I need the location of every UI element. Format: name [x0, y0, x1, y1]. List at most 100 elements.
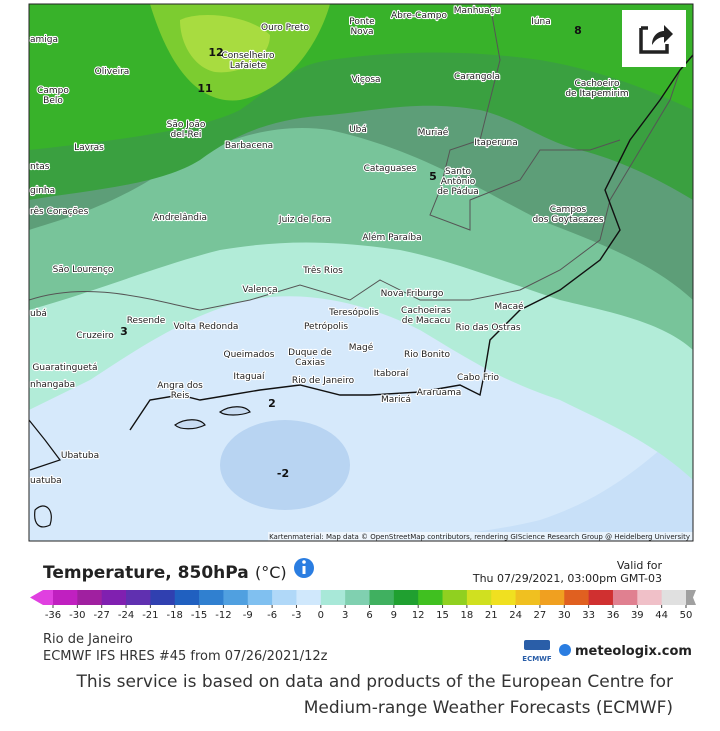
ecmwf-logo-text: ECMWF: [522, 655, 552, 663]
colorbar-cell: [272, 590, 297, 605]
disclaimer: This service is based on data and produc…: [75, 672, 673, 692]
city-label: Campo: [37, 86, 69, 96]
city-label: uatuba: [30, 476, 62, 486]
city-label: Rio das Ostras: [455, 323, 520, 333]
colorbar-cell: [686, 590, 696, 605]
city-label: Belo: [43, 96, 63, 106]
colorbar-cell: [30, 590, 53, 605]
city-label: de Macacu: [402, 316, 451, 326]
share-arrow[interactable]: [652, 25, 673, 45]
city-label: Macaé: [494, 301, 524, 312]
city-label: Itaperuna: [474, 138, 518, 148]
city-label: Viçosa: [351, 75, 380, 85]
city-label: amiga: [30, 35, 58, 45]
city-label: Ponte: [349, 17, 375, 27]
share-button[interactable]: [622, 10, 686, 67]
city-label: Barbacena: [225, 141, 273, 151]
city-label: Abre-Campo: [391, 11, 447, 21]
colorbar-tick-label: -24: [118, 610, 134, 621]
info-icon[interactable]: [294, 558, 314, 578]
city-label: Lavras: [74, 143, 104, 153]
city-label: Juiz de Fora: [278, 215, 331, 225]
info-glyph[interactable]: [302, 560, 306, 564]
colorbar: -36 -30 -27 -24 -21 -18 -15 -12 -9 -6 -3 0 3 6 9 12 15 18…: [30, 590, 696, 621]
city-label: Guaratinguetá: [32, 363, 97, 373]
colorbar-cell: [539, 590, 565, 605]
city-label: Cataguases: [364, 164, 417, 174]
colorbar-tick-label: -21: [142, 610, 158, 621]
colorbar-cell: [515, 590, 541, 605]
city-label: Antônio: [441, 176, 476, 187]
colorbar-cell: [369, 590, 395, 605]
city-label: Ubá: [349, 125, 367, 135]
city-label: del-Rei: [171, 130, 202, 140]
attribution-bg: [268, 532, 693, 541]
colorbar-tick-label: 6: [366, 610, 372, 621]
info-glyph[interactable]: [302, 566, 306, 574]
colorbar-tick-label: 50: [680, 610, 693, 621]
legend-title: Temperature, 850hPa: [43, 563, 249, 583]
city-label: Cruzeiro: [76, 331, 114, 341]
colorbar-tick-label: 30: [558, 610, 571, 621]
colorbar-cell: [564, 590, 590, 605]
city-label: Magé: [349, 342, 374, 353]
colorbar-tick-label: 9: [391, 610, 397, 621]
colorbar-tick-label: 24: [509, 610, 522, 621]
colorbar-tick-label: 33: [582, 610, 595, 621]
contour-label: 5: [429, 170, 437, 183]
contour-labels: 12 11 8 5 3 2 -2: [120, 24, 582, 480]
brand-text: meteologix.com: [575, 644, 692, 659]
city-label: Araruama: [417, 388, 462, 398]
colorbar-tick-label: 18: [461, 610, 474, 621]
state-border: [29, 69, 681, 311]
colorbar-tick-label: -3: [291, 610, 301, 621]
colorbar-cell: [637, 590, 663, 605]
colorbar-tick-label: -9: [243, 610, 253, 621]
map-frame: [28, 3, 694, 542]
colorbar-cell: [418, 590, 444, 605]
city-label: Queimados: [223, 350, 274, 360]
coastline: [129, 54, 693, 431]
city-label: Rio Bonito: [404, 350, 451, 360]
colorbar-cell: [612, 590, 638, 605]
city-label: Manhuaçu: [454, 6, 501, 16]
contour-label: 11: [197, 82, 212, 95]
contour-label: 8: [574, 24, 582, 37]
colorbar-cell: [126, 590, 151, 605]
colorbar-cell: [320, 590, 346, 605]
city-label: de Itapemirim: [565, 89, 628, 99]
city-label: Iúna: [531, 17, 551, 27]
colorbar-tick-label: 3: [342, 610, 348, 621]
city-label: Além Paraíba: [362, 232, 421, 243]
city-label: nhangaba: [30, 380, 75, 390]
city-label: Muriaé: [418, 127, 449, 138]
city-label: Cachoeiras: [401, 306, 451, 316]
colorbar-tick-label: -12: [215, 610, 231, 621]
colorbar-tick-label: 36: [607, 610, 620, 621]
city-label: Cachoeiro: [574, 79, 619, 89]
city-label: Angra dos: [157, 381, 203, 391]
share-icon[interactable]: [639, 26, 669, 54]
state-border: [429, 4, 621, 231]
city-label: Nova Friburgo: [381, 289, 444, 299]
colorbar-tick-label: 27: [534, 610, 547, 621]
city-label: Reis: [171, 391, 190, 401]
city-label: de Pádua: [437, 187, 479, 197]
attribution: Kartenmaterial: Map data © OpenStreetMap…: [269, 533, 690, 541]
valid-label: Valid for: [617, 559, 663, 572]
colorbar-cell: [174, 590, 200, 605]
band: [180, 15, 270, 73]
city-label: Lafaiete: [230, 61, 267, 71]
colorbar-tick-label: 0: [318, 610, 324, 621]
colorbar-tick-label: -18: [167, 610, 183, 621]
city-label: Ouro Preto: [261, 23, 309, 33]
city-label: Nova: [350, 27, 373, 37]
city-label: Resende: [127, 316, 166, 326]
city-label: ginha: [30, 186, 55, 196]
colorbar-cell: [77, 590, 103, 605]
city-label: Campos: [550, 205, 587, 215]
colorbar-cell: [393, 590, 419, 605]
colorbar-cell: [53, 590, 78, 605]
